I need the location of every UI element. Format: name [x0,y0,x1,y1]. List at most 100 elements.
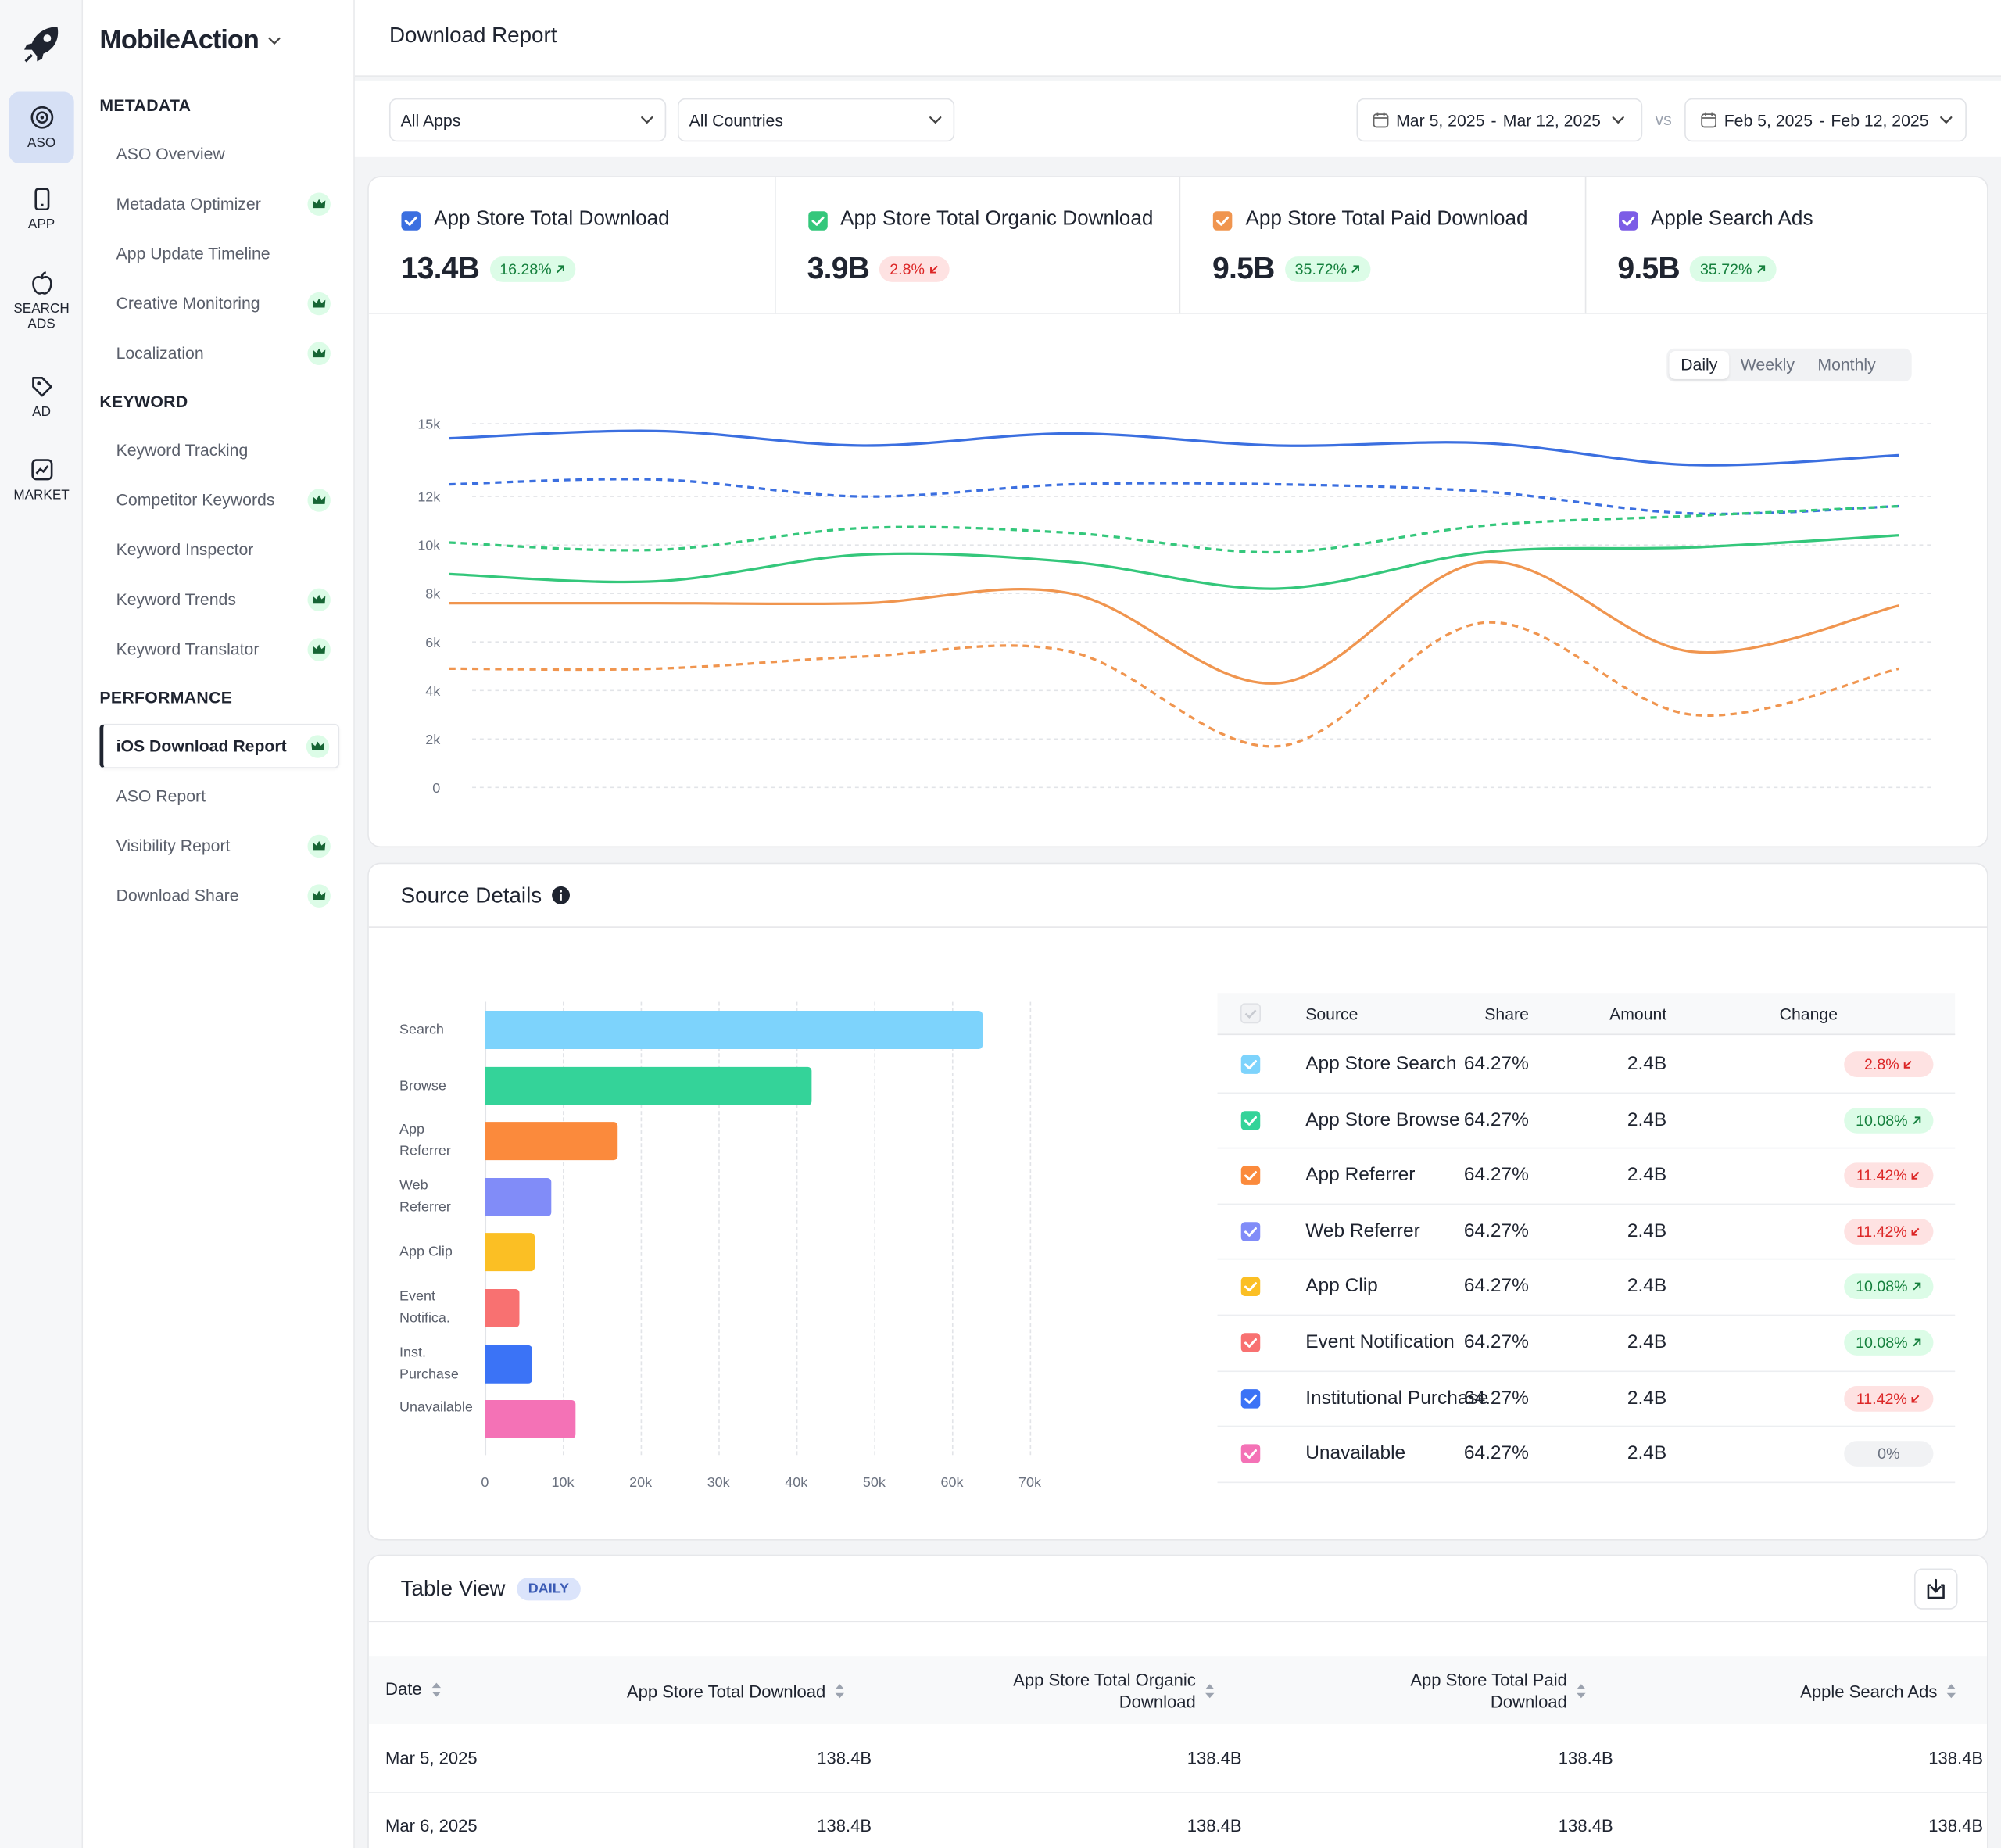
checkbox-part [401,211,421,231]
checkbox-part [1244,1116,1257,1126]
nav-item[interactable]: iOS Download Report [99,721,340,771]
checkbox-part [1212,211,1233,231]
nav-item-box: Localization [99,331,339,375]
series-line [449,534,1899,590]
y-tick-label: 0 [432,780,440,796]
download-icon [1927,1578,1945,1599]
change-badge: 35.72% [1689,256,1777,282]
change-value: 16.28% [499,260,552,278]
y-tick-label: 12k [417,489,440,505]
nav-item-label: Keyword Inspector [116,539,254,560]
row-date: Mar 5, 2025 [385,1748,478,1768]
nav-item[interactable]: Keyword Inspector [99,525,339,575]
source-name: App Store Browse [1305,1108,1460,1130]
date-range[interactable]: Mar 5, 2025- Mar 12, 2025 [1356,98,1643,142]
checkbox-part [1240,1110,1261,1130]
column-header: Source [1305,1004,1358,1024]
trend-up-icon-part [1913,1338,1921,1347]
checkbox-part [1244,1282,1257,1292]
date-separator: - [1491,110,1497,130]
period-option[interactable]: Weekly [1740,354,1795,374]
nav-item[interactable]: ASO Report [99,771,339,821]
source-row[interactable]: Unavailable 64.27% 2.4B 0% [1217,1427,1956,1483]
sort-icon [835,1684,844,1699]
checkbox [1240,1388,1261,1408]
nav-item[interactable]: Metadata Optimizer [99,179,339,229]
nav-item-box: Keyword Inspector [99,527,339,571]
nav-item-label: Visibility Report [116,836,231,855]
checkbox-part [1618,211,1638,231]
info-icon-part [559,894,562,901]
nav-item[interactable]: ASO Overview [99,129,339,179]
source-table-header: Source Share Amount Change [1217,993,1956,1036]
column-header[interactable]: App Store Total Download [575,1667,846,1715]
nav-item[interactable]: Localization [99,328,339,378]
checkbox [807,211,827,231]
nav-item[interactable]: Keyword Trends [99,575,339,625]
column-header: Share [1484,1004,1529,1024]
rail-item[interactable]: AD [9,361,73,432]
vs-label: vs [1655,109,1672,129]
nav-item-label: Metadata Optimizer [116,194,261,213]
bar [485,1288,520,1327]
trend-down-icon-part [1912,1227,1920,1236]
column-header[interactable]: App Store Total Organic Download [946,1667,1216,1715]
source-row[interactable]: App Store Search 64.27% 2.4B 2.8% [1217,1037,1956,1094]
download-button[interactable] [1913,1568,1958,1610]
premium-icon [306,734,330,757]
date-separator: - [1819,110,1825,130]
kpi-card[interactable]: App Store Total Download 13.4B 16.28% [368,177,775,314]
rail-item[interactable]: APP [9,174,73,245]
period-option[interactable]: Monthly [1817,354,1876,374]
period-option[interactable]: Daily [1669,350,1730,379]
column-header[interactable]: App Store Total Paid Download [1317,1667,1588,1715]
change-value: 10.08% [1856,1111,1908,1130]
kpi-value: 9.5B [1617,251,1680,286]
brand[interactable]: MobileAction [99,26,281,56]
nav-item[interactable]: Creative Monitoring [99,278,339,328]
bar [485,1233,535,1272]
nav-item[interactable]: Keyword Tracking [99,425,339,475]
row-value: 138.4B [817,1816,872,1835]
checkbox-part [1240,1055,1261,1074]
source-row[interactable]: Institutional Purchase 64.27% 2.4B 11.42% [1217,1371,1956,1427]
checkbox-part [1244,1227,1257,1237]
y-tick-label: 4k [425,683,440,699]
rail-item[interactable]: MARKET [9,444,73,515]
kpi-card[interactable]: Apple Search Ads 9.5B 35.72% [1584,177,1988,314]
kpi-card[interactable]: App Store Total Organic Download 3.9B 2.8% [774,177,1179,314]
app-select[interactable]: All Apps [388,98,667,142]
bar-label: Inst. Purchase [399,1345,459,1382]
nav-item[interactable]: App Update Timeline [99,228,339,278]
row-value: 138.4B [817,1748,872,1768]
kpi-card[interactable]: App Store Total Paid Download 9.5B 35.72% [1179,177,1584,314]
nav-item[interactable]: Download Share [99,870,339,920]
bar-label: App Referrer [399,1122,451,1159]
nav-item-box: iOS Download Report [99,723,340,768]
column-header[interactable]: Apple Search Ads [1687,1667,1957,1715]
source-row[interactable]: Event Notification 64.27% 2.4B 10.08% [1217,1316,1956,1372]
country-select[interactable]: All Countries [677,98,955,142]
kpi-label: App Store Total Paid Download [1245,208,1528,230]
source-row[interactable]: Web Referrer 64.27% 2.4B 11.42% [1217,1205,1956,1261]
sort-icon [1577,1684,1586,1699]
section-title: Table View [400,1575,506,1600]
nav-item[interactable]: Keyword Translator [99,624,339,674]
country-select-value: All Countries [689,110,783,130]
premium-icon [307,883,331,907]
nav-list: METADATA ASO Overview Metadata Optimizer Ap… [99,81,340,920]
premium-icon [307,587,331,611]
kpi-label: Apple Search Ads [1650,208,1813,230]
column-header[interactable]: Date [385,1680,442,1699]
nav-item-label: iOS Download Report [116,736,287,756]
compare-range[interactable]: Feb 5, 2025- Feb 12, 2025 [1684,98,1967,142]
source-row[interactable]: App Store Browse 64.27% 2.4B 10.08% [1217,1094,1956,1149]
rail-item[interactable]: SEARCH ADS [9,266,73,337]
checkbox-part [1244,1009,1257,1019]
source-row[interactable]: App Referrer 64.27% 2.4B 11.42% [1217,1149,1956,1205]
date-start: Mar 5, 2025 [1396,110,1485,130]
nav-item[interactable]: Competitor Keywords [99,475,339,525]
rail-item[interactable]: ASO [9,91,74,163]
nav-item[interactable]: Visibility Report [99,821,339,871]
source-row[interactable]: App Clip 64.27% 2.4B 10.08% [1217,1260,1956,1316]
